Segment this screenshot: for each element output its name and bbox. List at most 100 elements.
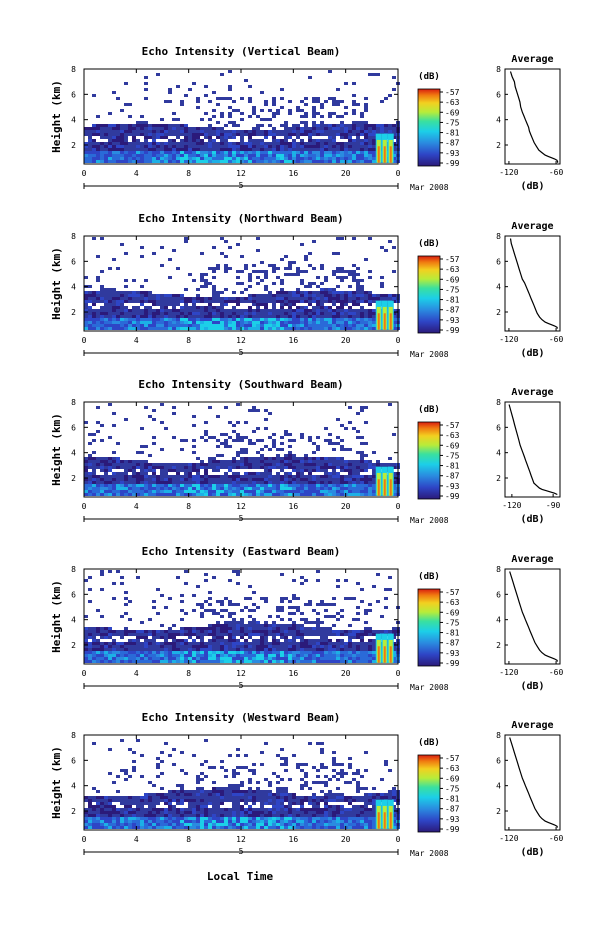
colorbar-tick-label: -81 <box>445 629 460 638</box>
heatmap-cell <box>360 648 364 651</box>
heatmap-cell <box>188 636 192 639</box>
heatmap-cell <box>312 463 316 466</box>
heatmap-cell <box>352 481 356 484</box>
heatmap-cell <box>240 633 244 636</box>
heatmap-cell <box>288 478 292 481</box>
heatmap-cell <box>300 481 304 484</box>
heatmap-cell <box>332 154 336 157</box>
heatmap-cell <box>332 103 336 106</box>
heatmap-cell <box>104 484 108 487</box>
heatmap-cell <box>380 124 384 127</box>
heatmap-cell <box>212 318 216 321</box>
heatmap-cell <box>232 654 236 657</box>
heatmap-cell <box>208 642 212 645</box>
heatmap-cell <box>368 303 372 306</box>
heatmap-cell <box>308 139 312 142</box>
heatmap-cell <box>92 142 96 145</box>
heatmap-cell <box>340 294 344 297</box>
heatmap-cell <box>196 160 200 163</box>
heatmap-cell <box>336 321 340 324</box>
heatmap-cell <box>116 817 120 820</box>
heatmap-cell <box>332 157 336 160</box>
heatmap-cell <box>152 660 156 663</box>
heatmap-cell <box>356 315 360 318</box>
heatmap-cell <box>284 291 288 294</box>
heatmap-cell <box>96 279 100 282</box>
heatmap-cell <box>84 324 88 327</box>
heatmap-cell <box>204 157 208 160</box>
heatmap-cell <box>292 324 296 327</box>
heatmap-cell <box>300 466 304 469</box>
x-tick-label: 8 <box>186 669 191 678</box>
heatmap-cell <box>244 654 248 657</box>
heatmap-cell <box>200 145 204 148</box>
heatmap-cell <box>152 490 156 493</box>
heatmap-cell <box>224 97 228 100</box>
heatmap-cell <box>232 430 236 433</box>
heatmap-cell <box>368 321 372 324</box>
heatmap-cell <box>276 300 280 303</box>
heatmap-cell <box>220 306 224 309</box>
heatmap-cell <box>196 321 200 324</box>
heatmap-cell <box>236 475 240 478</box>
heatmap-cell <box>344 469 348 472</box>
colorbar-tick-label: -99 <box>445 326 460 335</box>
heatmap-cell <box>188 645 192 648</box>
heatmap-cell <box>168 160 172 163</box>
heatmap-cell <box>192 439 196 442</box>
heatmap-cell <box>292 478 296 481</box>
heatmap-cell <box>136 145 140 148</box>
heatmap-cell <box>212 297 216 300</box>
heatmap-cell <box>112 475 116 478</box>
heatmap-cell <box>188 487 192 490</box>
heatmap-cell <box>164 493 168 496</box>
heatmap-cell <box>100 811 104 814</box>
heatmap-cell <box>128 115 132 118</box>
heatmap-cell <box>364 642 368 645</box>
heatmap-cell <box>84 820 88 823</box>
heatmap-cell <box>220 151 224 154</box>
heatmap-cell <box>164 324 168 327</box>
heatmap-cell <box>292 303 296 306</box>
heatmap-cell <box>168 648 172 651</box>
heatmap-cell <box>288 457 292 460</box>
heatmap-cell <box>232 439 236 442</box>
heatmap-cell <box>160 448 164 451</box>
heatmap-cell <box>204 609 208 612</box>
heatmap-cell <box>328 463 332 466</box>
heatmap-cell <box>232 306 236 309</box>
heatmap-cell <box>212 306 216 309</box>
heatmap-cell <box>128 157 132 160</box>
heatmap-cell <box>220 303 224 306</box>
heatmap-cell <box>160 130 164 133</box>
heatmap-cell <box>172 636 176 639</box>
heatmap-cell <box>164 630 168 633</box>
heatmap-cell <box>252 633 256 636</box>
heatmap-cell <box>172 657 176 660</box>
heatmap-cell <box>240 490 244 493</box>
heatmap-cell <box>336 151 340 154</box>
heatmap-cell <box>208 136 212 139</box>
y-tick-label: 6 <box>71 423 76 432</box>
heatmap-cell <box>212 657 216 660</box>
heatmap-cell <box>88 802 92 805</box>
heatmap-cell <box>152 657 156 660</box>
heatmap-cell <box>292 490 296 493</box>
heatmap-cell <box>264 469 268 472</box>
heatmap-cell <box>244 436 248 439</box>
heatmap-cell <box>340 327 344 330</box>
heatmap-cell <box>176 85 180 88</box>
heatmap-cell <box>336 154 340 157</box>
heatmap-cell <box>320 633 324 636</box>
heatmap-cell <box>224 657 228 660</box>
heatmap-cell <box>256 324 260 327</box>
heatmap-cell <box>228 579 232 582</box>
heatmap-cell <box>244 300 248 303</box>
heatmap-cell <box>256 660 260 663</box>
heatmap-cell <box>356 154 360 157</box>
heatmap-cell <box>240 291 244 294</box>
heatmap-cell <box>128 823 132 826</box>
heatmap-cell <box>200 118 204 121</box>
heatmap-cell <box>344 630 348 633</box>
heatmap-cell <box>212 576 216 579</box>
